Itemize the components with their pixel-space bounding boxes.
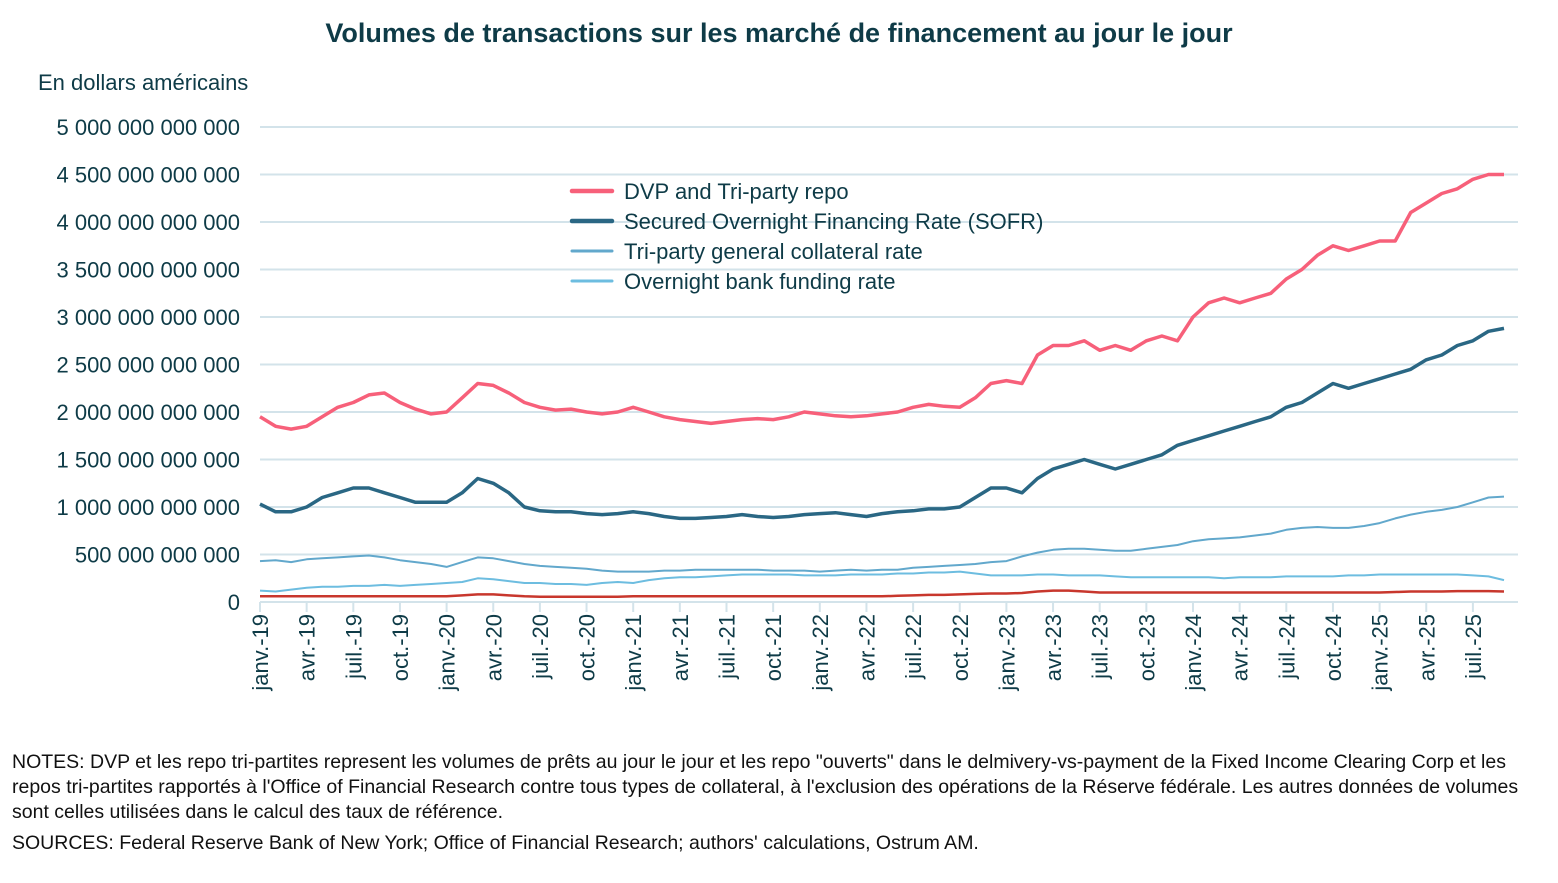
y-tick-label: 0 [228, 590, 240, 615]
notes: NOTES: DVP et les repo tri-partites repr… [12, 751, 1519, 823]
series-line-3 [259, 570, 1505, 593]
x-tick-label: avr.-24 [1228, 614, 1253, 681]
x-tick-label: oct.-24 [1321, 614, 1346, 681]
x-tick-label: avr.-22 [854, 614, 879, 681]
series-line-1 [259, 326, 1505, 521]
y-tick-label: 3 000 000 000 000 [56, 305, 240, 330]
x-tick-label: juil.-20 [528, 614, 553, 680]
x-tick-label: janv.-23 [994, 614, 1019, 692]
x-tick-label: juil.-19 [341, 614, 366, 680]
chart-plot: 0 500 000 000 000 1 000 000 000 000 1 500 0… [56, 115, 1518, 692]
x-tick-label: oct.-22 [948, 614, 973, 681]
x-tick-label: oct.-20 [575, 614, 600, 681]
x-tick-label: juil.-24 [1274, 614, 1299, 680]
x-tick-label: oct.-21 [761, 614, 786, 681]
y-tick-label: 500 000 000 000 [75, 543, 240, 568]
x-tick-label: avr.-23 [1041, 614, 1066, 681]
y-axis-label: En dollars américains [38, 70, 249, 95]
legend-label: Secured Overnight Financing Rate (SOFR) [624, 209, 1043, 234]
sources: SOURCES: Federal Reserve Bank of New Yor… [12, 832, 979, 854]
y-tick-label: 2 000 000 000 000 [56, 400, 240, 425]
x-tick-label: janv.-21 [621, 614, 646, 692]
x-tick-label: oct.-19 [388, 614, 413, 681]
series-line-0 [259, 172, 1504, 431]
y-tick-label: 1 500 000 000 000 [56, 448, 240, 473]
legend-label: Overnight bank funding rate [624, 269, 896, 294]
y-tick-label: 4 000 000 000 000 [56, 210, 240, 235]
x-tick-label: janv.-24 [1181, 614, 1206, 692]
x-tick-label: juil.-22 [901, 614, 926, 680]
y-tick-label: 1 000 000 000 000 [56, 495, 240, 520]
y-tick-label: 5 000 000 000 000 [56, 115, 240, 140]
x-tick-label: janv.-25 [1368, 614, 1393, 692]
x-tick-label: juil.-23 [1088, 614, 1113, 680]
x-tick-label: janv.-20 [435, 614, 460, 692]
y-tick-label: 4 500 000 000 000 [56, 163, 240, 188]
x-tick-label: avr.-25 [1414, 614, 1439, 681]
x-tick-label: avr.-19 [295, 614, 320, 681]
x-tick-label: avr.-20 [481, 614, 506, 681]
y-tick-label: 2 500 000 000 000 [56, 353, 240, 378]
legend-label: Tri-party general collateral rate [624, 239, 923, 264]
x-tick-label: juil.-25 [1461, 614, 1486, 680]
x-tick-label: juil.-21 [715, 614, 740, 680]
x-tick-label: janv.-19 [248, 614, 273, 692]
series-line-2 [259, 495, 1505, 573]
x-tick-label: avr.-21 [668, 614, 693, 681]
x-tick-label: oct.-23 [1134, 614, 1159, 681]
series-line-4 [260, 589, 1505, 599]
y-tick-label: 3 500 000 000 000 [56, 258, 240, 283]
x-tick-label: janv.-22 [808, 614, 833, 692]
legend-label: DVP and Tri-party repo [624, 179, 849, 204]
chart-title: Volumes de transactions sur les marché d… [325, 18, 1233, 48]
